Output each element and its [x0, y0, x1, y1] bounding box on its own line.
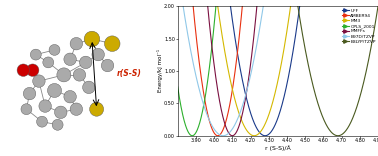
UFF	[252, 122, 257, 124]
UFF	[255, 128, 260, 130]
B3LYP/TZVP	[362, 78, 367, 79]
OPLS_2001	[201, 103, 206, 105]
UFF	[243, 94, 248, 96]
B3LYP/TZVP	[350, 118, 355, 119]
Circle shape	[37, 116, 48, 127]
MMFFs	[226, 131, 230, 133]
UFF	[266, 134, 270, 136]
UFF	[263, 135, 267, 137]
Line: B3LYP/TZVP: B3LYP/TZVP	[297, 0, 378, 136]
B3LYP/TZVP	[332, 134, 336, 136]
Circle shape	[70, 103, 82, 115]
Circle shape	[90, 102, 104, 116]
AMBER94	[211, 131, 215, 133]
MM3	[231, 93, 235, 95]
Circle shape	[101, 59, 114, 72]
Line: AMBER94: AMBER94	[192, 0, 243, 136]
AMBER94	[209, 127, 214, 129]
B3LYP/TZVP	[376, 5, 378, 7]
AMBER94	[216, 135, 221, 136]
B3LYP/TZVP	[336, 135, 340, 137]
Circle shape	[39, 100, 51, 112]
Line: OPLS_2001: OPLS_2001	[178, 0, 217, 136]
MM3	[256, 133, 261, 135]
B97D/TZVP	[205, 114, 209, 116]
Legend: UFF, AMBER94, MM3, OPLS_2001, MMFFs, B97D/TZVP, B3LYP/TZVP: UFF, AMBER94, MM3, OPLS_2001, MMFFs, B97…	[340, 7, 378, 46]
B97D/TZVP	[262, 2, 266, 4]
Y-axis label: Energy/kJ mol⁻¹: Energy/kJ mol⁻¹	[156, 49, 163, 93]
MMFFs	[230, 135, 234, 137]
UFF	[234, 44, 238, 45]
MMFFs	[218, 102, 222, 104]
Line: B97D/TZVP: B97D/TZVP	[182, 0, 265, 136]
Circle shape	[64, 53, 76, 66]
MMFFs	[239, 118, 243, 119]
OPLS_2001	[175, 86, 180, 88]
Circle shape	[49, 44, 60, 55]
Circle shape	[84, 31, 100, 47]
Circle shape	[82, 81, 95, 94]
OPLS_2001	[177, 96, 181, 98]
UFF	[246, 105, 251, 107]
Circle shape	[17, 64, 29, 76]
Circle shape	[73, 69, 86, 81]
Circle shape	[64, 90, 76, 103]
Circle shape	[92, 48, 104, 61]
MM3	[263, 123, 268, 124]
AMBER94	[215, 135, 220, 137]
Circle shape	[57, 68, 71, 82]
Circle shape	[52, 119, 63, 130]
Circle shape	[33, 75, 45, 87]
MMFFs	[222, 122, 227, 124]
B3LYP/TZVP	[324, 123, 328, 125]
B3LYP/TZVP	[336, 135, 341, 137]
MMFFs	[231, 135, 235, 136]
Circle shape	[104, 36, 120, 51]
Circle shape	[30, 49, 41, 60]
B97D/TZVP	[214, 131, 219, 133]
B3LYP/TZVP	[305, 60, 310, 61]
Line: MMFFs: MMFFs	[207, 0, 258, 136]
Circle shape	[26, 64, 39, 76]
X-axis label: r (S-S)/Å: r (S-S)/Å	[265, 145, 291, 151]
Circle shape	[21, 104, 32, 115]
B97D/TZVP	[200, 98, 204, 100]
OPLS_2001	[186, 132, 191, 133]
Text: r(S-S): r(S-S)	[117, 69, 142, 78]
Line: UFF: UFF	[229, 0, 301, 136]
OPLS_2001	[197, 122, 202, 124]
B97D/TZVP	[208, 122, 212, 123]
AMBER94	[208, 122, 212, 124]
Circle shape	[54, 106, 67, 119]
OPLS_2001	[209, 50, 214, 52]
MM3	[284, 36, 288, 38]
MM3	[252, 135, 256, 137]
Circle shape	[23, 87, 36, 100]
AMBER94	[203, 102, 208, 104]
Line: MM3: MM3	[217, 0, 292, 136]
AMBER94	[224, 118, 229, 120]
B97D/TZVP	[221, 135, 225, 137]
MM3	[244, 129, 249, 131]
MM3	[288, 4, 293, 6]
Circle shape	[79, 56, 92, 69]
OPLS_2001	[212, 20, 217, 22]
Circle shape	[48, 83, 62, 98]
MMFFs	[224, 127, 228, 129]
Circle shape	[43, 57, 54, 68]
Circle shape	[70, 37, 82, 50]
OPLS_2001	[190, 135, 195, 137]
B97D/TZVP	[259, 17, 264, 18]
